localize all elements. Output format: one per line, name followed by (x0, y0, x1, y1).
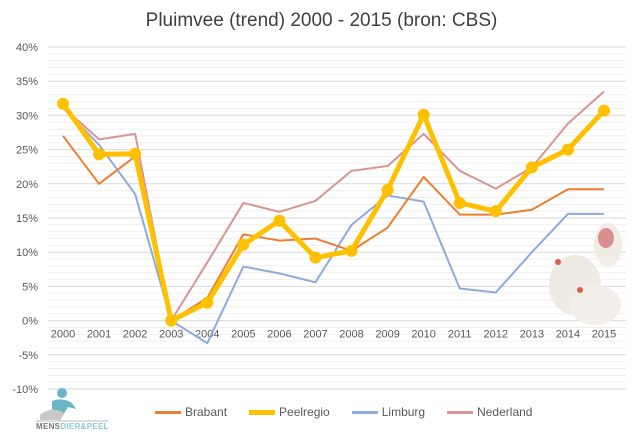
legend-item-peelregio: Peelregio (249, 405, 330, 419)
legend: Brabant Peelregio Limburg Nederland (155, 405, 532, 419)
data-point (453, 196, 466, 209)
y-tick-label: 15% (16, 213, 38, 225)
y-tick-label: 0% (22, 316, 38, 328)
data-point (309, 251, 322, 264)
y-tick-label: -10% (12, 384, 38, 396)
legend-item-nederland: Nederland (447, 405, 532, 419)
x-tick-label: 2009 (375, 329, 399, 341)
y-tick-label: 30% (16, 110, 38, 122)
legend-swatch (155, 410, 181, 414)
y-tick-label: 20% (16, 179, 38, 191)
x-tick-label: 2000 (51, 329, 75, 341)
series-line-peelregio (60, 102, 606, 324)
data-point (165, 314, 178, 327)
legend-item-limburg: Limburg (351, 405, 426, 419)
y-tick-label: 40% (16, 42, 38, 54)
legend-label: Nederland (477, 405, 533, 419)
series-lines (57, 90, 610, 345)
data-point (129, 147, 142, 160)
x-tick-label: 2005 (231, 329, 255, 341)
data-point (598, 104, 610, 117)
legend-label: Brabant (185, 405, 228, 419)
legend-swatch (351, 410, 378, 414)
x-tick-label: 2006 (267, 329, 291, 341)
x-tick-label: 2002 (123, 329, 147, 341)
data-point (237, 238, 250, 251)
data-point (561, 143, 574, 156)
data-point (273, 214, 286, 227)
series-peelregio (57, 97, 610, 327)
x-tick-label: 2007 (303, 329, 327, 341)
x-tick-label: 2013 (520, 329, 544, 341)
x-tick-label: 2008 (339, 329, 363, 341)
data-point (201, 296, 214, 309)
data-point (417, 108, 430, 121)
mensdier-peel-logo (32, 387, 112, 432)
x-tick-label: 2015 (592, 329, 616, 341)
data-point (381, 183, 394, 196)
x-tick-label: 2011 (448, 329, 472, 341)
x-tick-label: 2012 (484, 329, 508, 341)
legend-item-brabant: Brabant (155, 405, 227, 419)
y-axis-ticks: -10% -5% 0% 5% 10% 15% 20% 25% 30% 35% 40% (12, 42, 38, 396)
x-tick-label: 2014 (556, 329, 580, 341)
legend-swatch (447, 410, 474, 414)
data-point (489, 205, 502, 218)
legend-label: Limburg (381, 405, 426, 419)
y-tick-label: -5% (18, 350, 38, 362)
x-tick-label: 2010 (411, 329, 435, 341)
poultry-illustration (549, 223, 622, 325)
x-axis-ticks: 2000 2001 2002 2003 2004 2005 2006 2007 2008 2009… (51, 329, 616, 341)
y-tick-label: 5% (22, 281, 38, 293)
x-tick-label: 2003 (159, 329, 183, 341)
y-tick-label: 35% (16, 76, 38, 88)
data-point (525, 161, 538, 174)
y-tick-label: 25% (16, 145, 38, 157)
x-tick-label: 2001 (87, 329, 111, 341)
data-point (57, 97, 69, 110)
y-tick-label: 10% (16, 247, 38, 259)
chart-title: Pluimvee (trend) 2000 - 2015 (bron: CBS) (145, 10, 498, 31)
data-point (93, 148, 106, 161)
data-point (345, 244, 358, 257)
gridlines (48, 46, 626, 390)
logo-text: MENSDIER&PEEL (36, 422, 109, 431)
legend-swatch (249, 409, 276, 415)
legend-label: Peelregio (279, 405, 330, 419)
